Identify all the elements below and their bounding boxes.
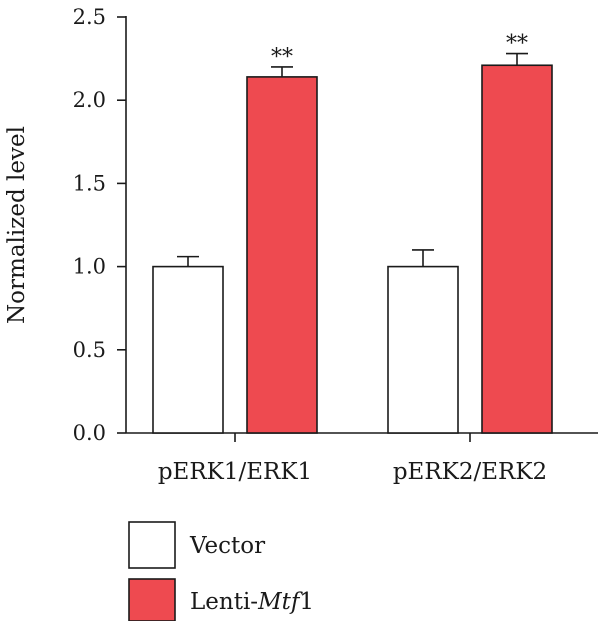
legend-label-vector: Vector (189, 533, 265, 559)
bars: ** ** (152, 32, 553, 434)
legend-label-suffix: 1 (299, 589, 314, 615)
y-tick-label: 0.5 (73, 338, 106, 362)
legend-swatch-lenti-mtf1 (128, 578, 176, 621)
y-tick-label: 2.0 (73, 88, 106, 112)
bar-vector-2 (387, 265, 459, 434)
y-tick-label: 0.0 (73, 421, 106, 445)
bar-vector-1 (152, 265, 224, 434)
significance-label: ** (271, 45, 293, 70)
y-ticks: 0.0 0.5 1.0 1.5 2.0 2.5 (73, 5, 126, 445)
legend-label-mtf-italic: Mtf (257, 589, 303, 615)
legend-label-lenti-mtf1: Lenti-Mtf1 (190, 589, 314, 615)
legend: Vector Lenti-Mtf1 (128, 521, 314, 621)
category-label: pERK1/ERK1 (158, 459, 312, 485)
y-axis-title: Normalized level (4, 126, 30, 324)
y-tick-label: 1.0 (73, 255, 106, 279)
legend-item-vector: Vector (128, 521, 265, 569)
significance-label: ** (506, 32, 528, 57)
legend-item-lenti-mtf1: Lenti-Mtf1 (128, 578, 314, 621)
category-labels: pERK1/ERK1 pERK2/ERK2 (158, 433, 547, 485)
y-tick-label: 2.5 (73, 5, 106, 29)
legend-label-lenti-prefix: Lenti- (190, 589, 258, 615)
bar-lenti-mtf1-1 (246, 76, 318, 434)
bar-lenti-mtf1-2 (481, 64, 553, 434)
category-label: pERK2/ERK2 (393, 459, 547, 485)
legend-swatch-vector (128, 521, 176, 569)
y-tick-label: 1.5 (73, 171, 106, 195)
